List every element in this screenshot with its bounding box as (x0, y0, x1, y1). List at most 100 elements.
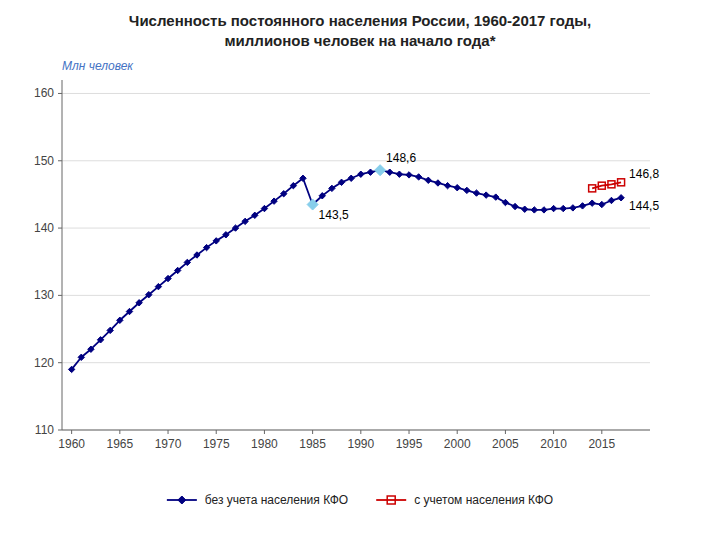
grid-line (62, 160, 650, 161)
y-tick-label: 140 (34, 221, 54, 235)
x-tick (312, 430, 313, 434)
x-tick-label: 1990 (347, 437, 374, 451)
series-point (329, 185, 335, 191)
series-point (560, 205, 566, 211)
legend: без учета населения КФОс учетом населени… (167, 493, 553, 507)
x-tick (168, 430, 169, 434)
series-point (300, 175, 306, 181)
series-point (136, 300, 142, 306)
grid-line (62, 362, 650, 363)
x-tick-label: 1960 (58, 437, 85, 451)
x-tick (505, 430, 506, 434)
series-point (117, 317, 123, 323)
subtitle: миллионов человек на начало года* (225, 32, 496, 49)
series-point (589, 200, 595, 206)
y-axis-label: Млн человек (62, 59, 134, 73)
x-tick-label: 2015 (588, 437, 615, 451)
x-tick-label: 1965 (106, 437, 133, 451)
series-point (502, 199, 508, 205)
grid (62, 93, 650, 430)
series-point (242, 218, 248, 224)
x-tick (601, 430, 602, 434)
chart: Численность постоянного населения России… (0, 0, 720, 540)
series-point (473, 190, 479, 196)
series-point (531, 207, 537, 213)
x-tick-label: 1980 (251, 437, 278, 451)
x-tick-label: 2005 (492, 437, 519, 451)
series-point (165, 275, 171, 281)
series-point (271, 198, 277, 204)
series-point (598, 182, 605, 189)
series-point (608, 197, 614, 203)
y-tick (58, 228, 62, 229)
x-tick (119, 430, 120, 434)
series-point (435, 180, 441, 186)
series-point (348, 175, 354, 181)
series-point (290, 182, 296, 188)
highlight-point (307, 199, 318, 210)
x-tick-label: 1975 (203, 437, 230, 451)
series-point (358, 171, 364, 177)
series-point (425, 177, 431, 183)
legend-label: с учетом населения КФО (414, 493, 553, 507)
series-point (406, 172, 412, 178)
legend-marker (387, 496, 395, 504)
series-point (203, 244, 209, 250)
y-tick (58, 160, 62, 161)
grid-line (62, 228, 650, 229)
series-point (223, 232, 229, 238)
series-point (464, 187, 470, 193)
series-point (213, 238, 219, 244)
series-point (521, 206, 527, 212)
series-point (454, 184, 460, 190)
series-point (155, 283, 161, 289)
legend-swatch (376, 499, 406, 501)
title: Численность постоянного населения России… (129, 12, 591, 29)
series-point (599, 201, 605, 207)
y-tick (58, 362, 62, 363)
series-point (579, 203, 585, 209)
grid-line (62, 93, 650, 94)
series-point (396, 171, 402, 177)
y-tick-label: 130 (34, 288, 54, 302)
series-point (78, 354, 84, 360)
series-point (107, 327, 113, 333)
x-tick (360, 430, 361, 434)
x-tick-label: 2010 (540, 437, 567, 451)
series-point (367, 169, 373, 175)
series-point (252, 212, 258, 218)
series-point (319, 193, 325, 199)
grid-line (62, 430, 650, 431)
series-line (72, 170, 621, 369)
x-tick-label: 1995 (396, 437, 423, 451)
series-point (146, 292, 152, 298)
y-tick (58, 295, 62, 296)
series-point (232, 225, 238, 231)
y-tick-label: 160 (34, 86, 54, 100)
x-tick-label: 2000 (444, 437, 471, 451)
y-tick-label: 150 (34, 154, 54, 168)
y-tick-label: 120 (34, 356, 54, 370)
x-axis (62, 430, 650, 431)
y-tick (58, 93, 62, 94)
series-point (570, 205, 576, 211)
x-tick (216, 430, 217, 434)
x-tick (409, 430, 410, 434)
series-point (126, 308, 132, 314)
y-tick (58, 430, 62, 431)
series-point (608, 181, 615, 188)
plot-area (68, 165, 624, 373)
series-point (444, 182, 450, 188)
legend-item: с учетом населения КФО (376, 493, 553, 507)
series-point (338, 179, 344, 185)
series-point (550, 205, 556, 211)
series-point (97, 337, 103, 343)
series-point (618, 195, 624, 201)
series-line (592, 182, 621, 188)
series-point (493, 194, 499, 200)
x-tick (71, 430, 72, 434)
series-point (589, 185, 596, 192)
series-point (88, 346, 94, 352)
x-tick-label: 1970 (155, 437, 182, 451)
series-point (281, 191, 287, 197)
